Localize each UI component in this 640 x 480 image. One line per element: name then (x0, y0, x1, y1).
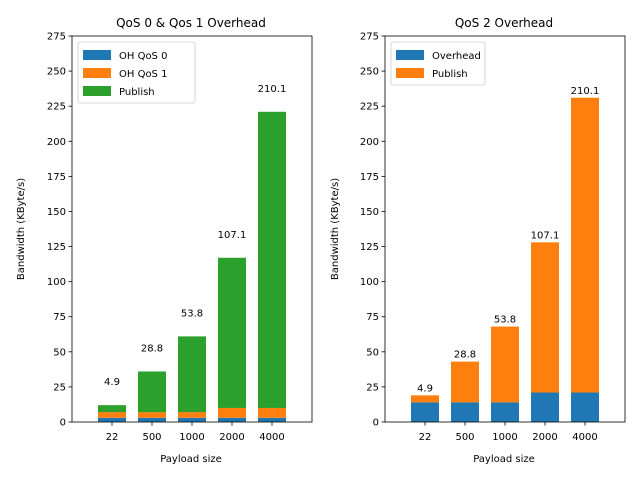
x-tick-label: 2000 (532, 432, 557, 443)
bar-oh-qos-0-22 (98, 417, 126, 422)
y-tick-label: 50 (366, 347, 379, 358)
x-tick-label: 500 (455, 432, 474, 443)
x-tick-label: 2000 (219, 432, 244, 443)
y-axis-label: Bandwidth (KByte/s) (16, 178, 27, 280)
x-tick-label: 500 (142, 432, 161, 443)
chart-panel-qos0-qos1: QoS 0 & Qos 1 Overhead 4.9 28.8 53.8 107.1 2… (16, 16, 313, 465)
bar-oh-qos-1-4000 (258, 407, 286, 418)
legend-entry: OH QoS 1 (119, 69, 167, 80)
chart-panel-qos2: QoS 2 Overhead 4.9 28.8 53.8 107.1 210.1 0 25 5… (330, 16, 626, 465)
y-tick-label: 200 (47, 137, 66, 148)
data-label: 107.1 (218, 230, 247, 241)
y-tick-label: 100 (360, 277, 379, 288)
x-tick-label: 4000 (572, 432, 597, 443)
x-tick-label: 22 (419, 432, 432, 443)
x-axis-label: Payload size (160, 454, 222, 465)
y-tick-label: 25 (53, 382, 66, 393)
y-tick-label: 100 (47, 277, 66, 288)
x-tick-label: 22 (106, 432, 119, 443)
y-tick-label: 75 (53, 312, 66, 323)
y-tick-label: 225 (360, 102, 379, 113)
data-label: 107.1 (531, 230, 560, 241)
bar-oh-qos-1-1000 (178, 412, 206, 418)
data-label: 28.8 (454, 350, 476, 361)
bar-overhead-4000 (571, 392, 599, 422)
legend-swatch (83, 68, 111, 78)
bar-publish-2000 (218, 257, 246, 408)
legend-entry: OH QoS 0 (119, 51, 167, 62)
bar-publish-1000 (491, 326, 519, 403)
bar-publish-4000 (571, 97, 599, 393)
bar-oh-qos-0-1000 (178, 417, 206, 422)
y-tick-label: 150 (47, 207, 66, 218)
bar-overhead-1000 (491, 402, 519, 422)
bar-publish-22 (411, 395, 439, 403)
bar-oh-qos-1-2000 (218, 407, 246, 418)
y-tick-label: 275 (360, 32, 379, 43)
y-tick-label: 175 (47, 172, 66, 183)
x-tick-label: 1000 (492, 432, 517, 443)
y-tick-label: 200 (360, 137, 379, 148)
bar-publish-2000 (531, 242, 559, 393)
data-label: 4.9 (417, 383, 433, 394)
y-tick-label: 25 (366, 382, 379, 393)
bar-oh-qos-0-500 (138, 417, 166, 422)
bar-publish-22 (98, 405, 126, 413)
y-tick-label: 250 (47, 67, 66, 78)
data-label: 4.9 (104, 377, 120, 388)
chart-title: QoS 2 Overhead (455, 16, 553, 30)
legend-entry: Overhead (432, 51, 481, 62)
x-tick-label: 1000 (179, 432, 204, 443)
y-tick-label: 50 (53, 347, 66, 358)
y-tick-label: 250 (360, 67, 379, 78)
bar-overhead-22 (411, 402, 439, 422)
y-tick-label: 75 (366, 312, 379, 323)
bar-overhead-500 (451, 402, 479, 422)
chart-title: QoS 0 & Qos 1 Overhead (116, 16, 266, 30)
y-tick-label: 0 (373, 418, 379, 429)
bar-oh-qos-1-22 (98, 412, 126, 418)
legend-swatch (396, 50, 424, 60)
bar-oh-qos-0-2000 (218, 417, 246, 422)
data-label: 53.8 (494, 315, 516, 326)
data-label: 53.8 (181, 308, 203, 319)
bar-oh-qos-0-4000 (258, 417, 286, 422)
y-tick-label: 125 (47, 242, 66, 253)
data-label: 210.1 (258, 84, 287, 95)
data-label: 210.1 (571, 86, 600, 97)
bar-publish-1000 (178, 336, 206, 413)
data-label: 28.8 (141, 343, 163, 354)
bar-publish-4000 (258, 111, 286, 408)
legend-entry: Publish (432, 69, 468, 80)
y-tick-label: 225 (47, 102, 66, 113)
legend-swatch (83, 50, 111, 60)
y-tick-label: 0 (60, 418, 66, 429)
bar-overhead-2000 (531, 392, 559, 422)
y-tick-label: 150 (360, 207, 379, 218)
legend-swatch (396, 68, 424, 78)
bar-publish-500 (451, 361, 479, 403)
y-tick-label: 275 (47, 32, 66, 43)
y-axis-label: Bandwidth (KByte/s) (330, 178, 341, 280)
legend-swatch (83, 86, 111, 96)
bar-oh-qos-1-500 (138, 412, 166, 418)
legend-entry: Publish (119, 87, 155, 98)
bar-publish-500 (138, 371, 166, 413)
x-tick-label: 4000 (259, 432, 284, 443)
y-tick-label: 125 (360, 242, 379, 253)
x-axis-label: Payload size (473, 454, 535, 465)
y-tick-label: 175 (360, 172, 379, 183)
